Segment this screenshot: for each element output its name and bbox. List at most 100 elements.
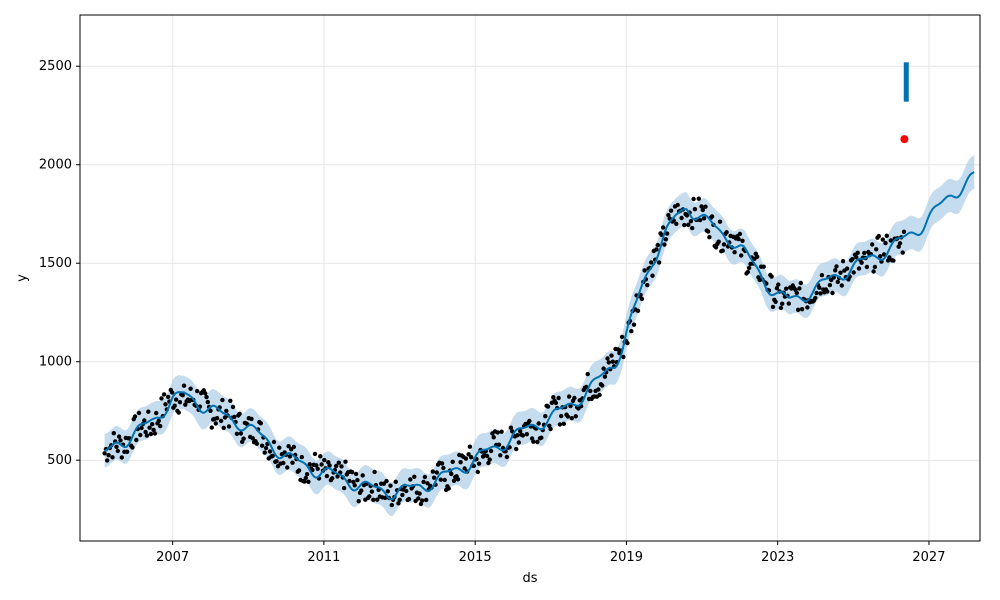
observed-point [761,264,766,269]
observed-point [324,473,330,479]
observed-point [299,454,304,460]
observed-point [154,410,159,416]
observed-point [703,204,708,209]
y-axis-ticks: 500 1000 1500 2000 2500 [39,59,80,468]
observed-point [553,400,559,406]
observed-point [172,403,177,408]
observed-point [205,399,210,405]
observed-point [353,471,359,477]
observed-point [334,463,339,469]
observed-point [855,250,860,255]
observed-point [326,460,331,465]
observed-point [663,237,668,242]
observed-point [654,247,659,252]
observed-point [656,260,662,265]
observed-point [408,477,413,482]
x-tick-label: 2011 [307,550,340,565]
observed-point [203,391,208,396]
observed-point [639,296,645,302]
observed-point [449,471,454,477]
observed-point [339,464,344,469]
observed-point [896,244,901,249]
observed-point [844,266,850,271]
observed-point [347,478,352,484]
observed-point [463,456,469,461]
observed-point [684,213,690,218]
observed-point [396,501,401,506]
observed-point [151,427,156,433]
observed-point [287,454,293,459]
observed-point [839,283,844,288]
observed-point [263,445,269,451]
observed-point [375,497,380,502]
observed-point [535,439,540,445]
observed-point [388,483,393,488]
observed-point [420,498,425,503]
observed-point [784,286,789,291]
observed-point [600,383,605,388]
observed-point [556,395,561,401]
observed-point [303,475,308,481]
observed-point [713,245,719,250]
observed-point [385,489,390,494]
observed-point [228,398,233,403]
observed-point [561,421,566,426]
observed-point [486,460,491,466]
observed-point [754,254,760,259]
observed-point [341,485,347,491]
observed-point [840,259,846,264]
observed-point [621,354,626,360]
observed-point [475,469,480,475]
observed-point [136,410,142,416]
observed-point [700,207,705,213]
observed-point [769,274,774,279]
observed-point [351,479,356,485]
observed-point [369,489,375,494]
observed-point [543,414,548,419]
observed-point [610,359,615,364]
observed-point [188,386,193,391]
observed-point [597,392,602,398]
observed-point [629,329,634,334]
observed-point [619,334,625,340]
observed-point [773,299,778,304]
observed-point [732,250,737,255]
observed-point [138,432,143,438]
observed-point [817,285,822,290]
observed-point [655,242,660,248]
observed-point [152,431,158,436]
observed-point [649,260,654,265]
observed-point [664,231,670,236]
observed-point [805,305,810,310]
observed-point [441,465,446,471]
observed-point [871,269,876,274]
y-tick-label: 2000 [39,158,72,173]
y-tick-label: 1500 [39,256,72,271]
observed-point [566,394,572,399]
observed-point [458,460,463,465]
x-tick-label: 2019 [610,550,643,565]
observed-point [412,474,417,479]
observed-point [267,449,273,454]
observed-point [281,460,286,466]
observed-point [709,214,715,219]
observed-point [389,502,394,508]
plot-frame [79,14,981,542]
observed-point [635,308,641,313]
observed-point [514,446,519,452]
observed-point [462,466,467,471]
observed-point [165,394,171,400]
observed-point [416,496,421,501]
observed-point [682,222,687,228]
observed-point [745,269,750,275]
observed-point [277,445,282,450]
observed-point [799,307,805,312]
observed-point [241,436,246,441]
observed-point [573,414,578,419]
observed-point [557,422,563,427]
observed-point [705,229,711,234]
observed-point [221,425,226,431]
observed-point [518,429,523,434]
observed-point [450,459,455,464]
observed-point [424,497,429,503]
